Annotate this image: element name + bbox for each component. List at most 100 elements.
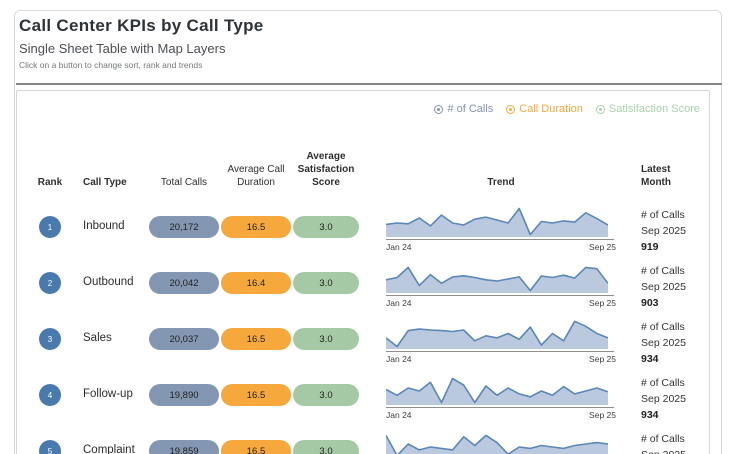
avg-duration-pill: 16.5 bbox=[221, 216, 291, 238]
column-header-trend: Trend bbox=[487, 177, 515, 188]
avg-duration-pill: 16.5 bbox=[221, 384, 291, 406]
avg-duration-pill: 16.4 bbox=[221, 272, 291, 294]
trend-sparkline: Jan 24 Sep 25 bbox=[386, 317, 616, 364]
rank-number: 4 bbox=[47, 390, 53, 400]
axis-start-label: Jan 24 bbox=[386, 354, 412, 364]
sparkline-area-chart bbox=[386, 377, 608, 405]
sparkline-area-chart bbox=[386, 434, 608, 454]
latest-metric-label: # of Calls bbox=[641, 209, 685, 221]
avg-satisfaction-pill: 3.0 bbox=[293, 440, 359, 454]
header-divider bbox=[16, 83, 722, 85]
latest-metric-label: # of Calls bbox=[641, 377, 685, 389]
avg-satisfaction-pill: 3.0 bbox=[293, 328, 359, 350]
trend-sparkline: Jan 24 Sep 25 bbox=[386, 429, 614, 454]
avg-duration-pill: 16.5 bbox=[221, 440, 291, 454]
table-rows: 1 Inbound 20,172 16.5 3.0 Jan 24 Sep 25 … bbox=[17, 91, 709, 454]
latest-value: 934 bbox=[641, 409, 659, 421]
latest-value: 919 bbox=[641, 241, 659, 253]
page-caption: Click on a button to change sort, rank a… bbox=[19, 60, 203, 70]
rank-number: 5 bbox=[47, 446, 53, 454]
latest-metric-label: # of Calls bbox=[641, 433, 685, 445]
table-row: 3 Sales 20,037 16.5 3.0 Jan 24 Sep 25 # … bbox=[17, 311, 709, 367]
latest-month-label: Sep 2025 bbox=[641, 225, 686, 237]
column-header-avg-satisfaction: Average Satisfaction Score bbox=[297, 151, 355, 188]
rank-badge: 3 bbox=[39, 328, 61, 350]
metric-toggle-label: Call Duration bbox=[519, 103, 583, 115]
sparkline-axis-line bbox=[386, 407, 614, 408]
rank-badge: 1 bbox=[39, 216, 61, 238]
sparkline-axis-labels: Jan 24 Sep 25 bbox=[386, 242, 616, 252]
avg-satisfaction-pill: 3.0 bbox=[293, 272, 359, 294]
metric-toggle-label: Satisifaction Score bbox=[608, 103, 700, 115]
call-type-label: Complaint bbox=[83, 444, 135, 454]
sparkline-area-chart bbox=[386, 266, 608, 293]
call-type-label: Outbound bbox=[83, 276, 134, 288]
table-row: 4 Follow-up 19,890 16.5 3.0 Jan 24 Sep 2… bbox=[17, 367, 709, 423]
axis-end-label: Sep 25 bbox=[589, 354, 616, 364]
table-row: 1 Inbound 20,172 16.5 3.0 Jan 24 Sep 25 … bbox=[17, 199, 709, 255]
latest-value: 903 bbox=[641, 297, 659, 309]
avg-satisfaction-pill: 3.0 bbox=[293, 384, 359, 406]
column-header-total-calls: Total Calls bbox=[160, 177, 208, 188]
rank-number: 2 bbox=[47, 278, 53, 288]
rank-badge: 5 bbox=[39, 440, 61, 454]
latest-month-cell: # of Calls Sep 2025 903 bbox=[641, 263, 686, 311]
metric-toggle-label: # of Calls bbox=[447, 103, 494, 115]
table-row: 2 Outbound 20,042 16.4 3.0 Jan 24 Sep 25… bbox=[17, 255, 709, 311]
total-calls-pill: 20,172 bbox=[149, 216, 219, 238]
sparkline-area-chart bbox=[386, 320, 608, 349]
sparkline-axis-line bbox=[386, 239, 614, 240]
metric-toggle-legend: # of Calls Call Duration Satisifaction S… bbox=[434, 103, 700, 115]
total-calls-pill: 20,037 bbox=[149, 328, 219, 350]
axis-end-label: Sep 25 bbox=[589, 242, 616, 252]
avg-duration-pill: 16.5 bbox=[221, 328, 291, 350]
sparkline-axis-labels: Jan 24 Sep 25 bbox=[386, 410, 616, 420]
trend-sparkline: Jan 24 Sep 25 bbox=[386, 205, 616, 252]
latest-month-label: Sep 2025 bbox=[641, 447, 686, 454]
latest-month-cell: # of Calls Sep 2025 919 bbox=[641, 207, 686, 255]
metric-toggle-button[interactable]: Satisifaction Score bbox=[595, 103, 700, 115]
axis-start-label: Jan 24 bbox=[386, 410, 412, 420]
avg-satisfaction-pill: 3.0 bbox=[293, 216, 359, 238]
trend-sparkline: Jan 24 Sep 25 bbox=[386, 373, 616, 420]
sparkline-axis-line bbox=[386, 295, 614, 296]
column-header-rank: Rank bbox=[37, 177, 63, 188]
latest-value: 934 bbox=[641, 353, 659, 365]
rank-badge: 4 bbox=[39, 384, 61, 406]
kpi-table-panel: # of Calls Call Duration Satisifaction S… bbox=[16, 90, 710, 454]
sparkline-axis-line bbox=[386, 351, 614, 352]
latest-month-cell: # of Calls Sep 2025 bbox=[641, 431, 686, 454]
radio-icon bbox=[595, 104, 605, 114]
total-calls-pill: 19,859 bbox=[149, 440, 219, 454]
dashboard-header: Call Center KPIs by Call Type Single She… bbox=[19, 16, 264, 70]
rank-number: 3 bbox=[47, 334, 53, 344]
latest-month-label: Sep 2025 bbox=[641, 393, 686, 405]
column-header-latest-month: Latest Month bbox=[641, 164, 671, 188]
page-subtitle: Single Sheet Table with Map Layers bbox=[19, 41, 226, 56]
radio-icon bbox=[506, 104, 516, 114]
metric-toggle-button[interactable]: Call Duration bbox=[506, 103, 583, 115]
radio-icon bbox=[434, 104, 444, 114]
sparkline-axis-labels: Jan 24 Sep 25 bbox=[386, 354, 616, 364]
axis-end-label: Sep 25 bbox=[589, 410, 616, 420]
table-row: 5 Complaint 19,859 16.5 3.0 Jan 24 Sep 2… bbox=[17, 423, 709, 454]
latest-month-cell: # of Calls Sep 2025 934 bbox=[641, 375, 686, 423]
sparkline-area-chart bbox=[386, 207, 608, 237]
latest-month-cell: # of Calls Sep 2025 934 bbox=[641, 319, 686, 367]
call-type-label: Follow-up bbox=[83, 388, 133, 400]
total-calls-pill: 19,890 bbox=[149, 384, 219, 406]
total-calls-pill: 20,042 bbox=[149, 272, 219, 294]
sparkline-axis-labels: Jan 24 Sep 25 bbox=[386, 298, 616, 308]
call-type-label: Sales bbox=[83, 332, 112, 344]
axis-end-label: Sep 25 bbox=[589, 298, 616, 308]
latest-month-label: Sep 2025 bbox=[641, 337, 686, 349]
metric-toggle-button[interactable]: # of Calls bbox=[434, 103, 493, 115]
call-type-label: Inbound bbox=[83, 220, 125, 232]
axis-start-label: Jan 24 bbox=[386, 242, 412, 252]
axis-start-label: Jan 24 bbox=[386, 298, 412, 308]
latest-month-label: Sep 2025 bbox=[641, 281, 686, 293]
column-header-avg-call-duration: Average Call Duration bbox=[227, 164, 285, 188]
rank-badge: 2 bbox=[39, 272, 61, 294]
latest-metric-label: # of Calls bbox=[641, 321, 685, 333]
